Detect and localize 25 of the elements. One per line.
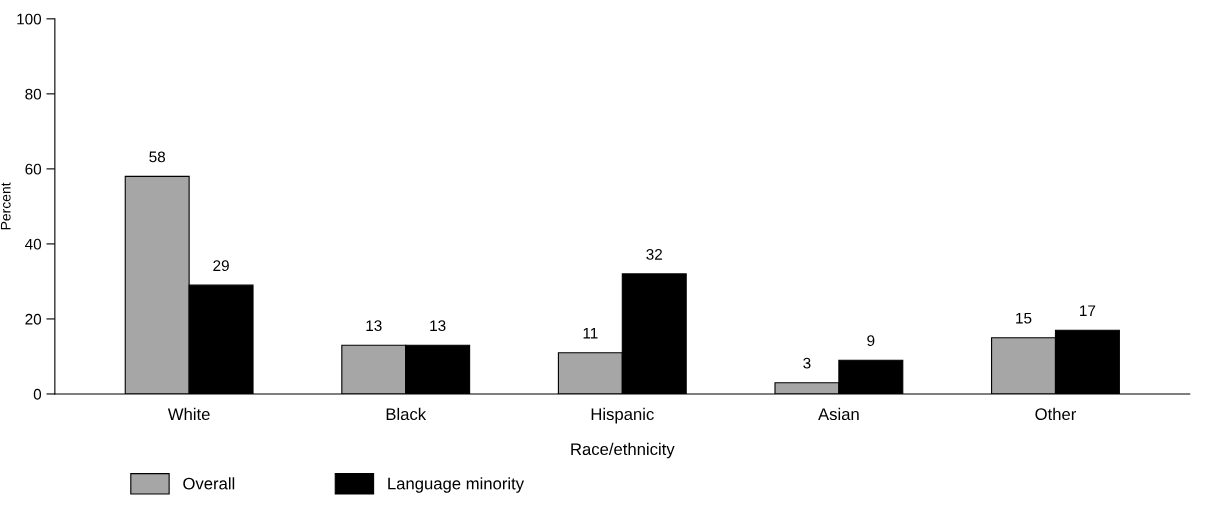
x-tick-label: Black (386, 407, 427, 421)
y-tick-label: 100 (17, 13, 42, 25)
y-tick-label: 40 (25, 238, 42, 250)
data-label: 15 (1016, 312, 1032, 324)
y-tick-label: 0 (33, 388, 42, 400)
y-tick-label: 60 (25, 163, 42, 175)
y-axis-title: Percent (0, 182, 11, 230)
x-tick-label: Other (1035, 407, 1077, 421)
x-axis-title: Race/ethnicity (571, 442, 675, 459)
data-label: 11 (583, 327, 598, 339)
x-tick-label: Hispanic (591, 407, 654, 424)
data-label: 9 (867, 335, 875, 347)
x-tick-label: Asian (818, 407, 859, 421)
data-label: 58 (149, 151, 166, 163)
legend-label: Language minority (388, 477, 525, 493)
data-label: 13 (366, 320, 382, 332)
data-label: 29 (213, 260, 229, 272)
y-tick-label: 20 (25, 313, 42, 325)
data-label: 32 (646, 248, 662, 260)
y-tick-label: 80 (25, 88, 42, 100)
data-label: 13 (430, 320, 446, 332)
legend-label: Overall (183, 477, 235, 490)
data-label: 3 (803, 357, 811, 369)
data-label: 17 (1080, 305, 1096, 316)
x-tick-label: White (167, 407, 210, 421)
